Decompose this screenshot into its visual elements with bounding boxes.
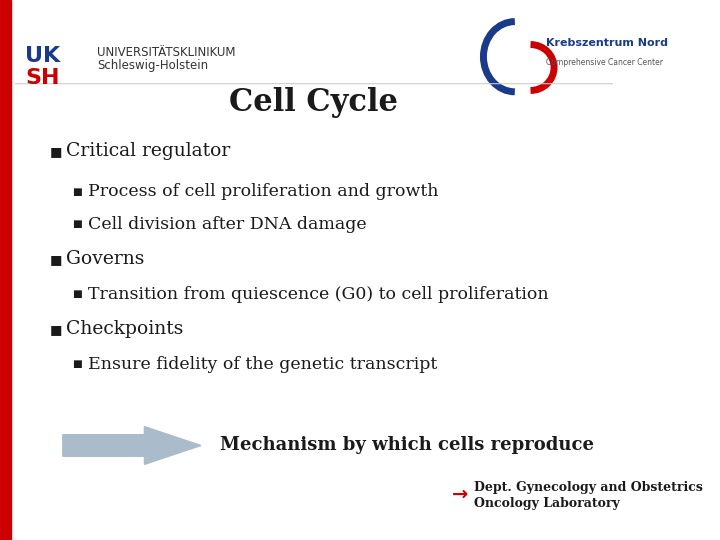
Text: ■: ■ [50,253,63,266]
Bar [0,0,12,540]
Text: Checkpoints: Checkpoints [66,320,184,339]
Text: →: → [452,484,469,504]
Text: Mechanism by which cells reproduce: Mechanism by which cells reproduce [220,436,594,455]
Text: Governs: Governs [66,250,144,268]
Text: ■: ■ [72,187,82,197]
Text: Ensure fidelity of the genetic transcript: Ensure fidelity of the genetic transcrip… [88,356,437,373]
Polygon shape [63,427,201,464]
Text: ■: ■ [72,360,82,369]
Text: Oncology Laboratory: Oncology Laboratory [474,497,620,510]
Text: SH: SH [25,68,60,87]
Text: ■: ■ [72,219,82,229]
Text: Krebszentrum Nord: Krebszentrum Nord [546,38,668,48]
Text: ■: ■ [72,289,82,299]
Text: Process of cell proliferation and growth: Process of cell proliferation and growth [88,183,438,200]
Text: Transition from quiescence (G0) to cell proliferation: Transition from quiescence (G0) to cell … [88,286,549,303]
Text: Comprehensive Cancer Center: Comprehensive Cancer Center [546,58,663,66]
Text: Cell Cycle: Cell Cycle [230,87,398,118]
Text: Critical regulator: Critical regulator [66,142,230,160]
Text: ■: ■ [50,145,63,158]
Text: Dept. Gynecology and Obstetrics: Dept. Gynecology and Obstetrics [474,481,703,494]
Text: Cell division after DNA damage: Cell division after DNA damage [88,215,366,233]
Text: UK: UK [25,46,60,66]
Text: ■: ■ [50,323,63,336]
Text: Schleswig-Holstein: Schleswig-Holstein [97,59,208,72]
Text: UNIVERSITÄTSKLINIKUM: UNIVERSITÄTSKLINIKUM [97,46,236,59]
